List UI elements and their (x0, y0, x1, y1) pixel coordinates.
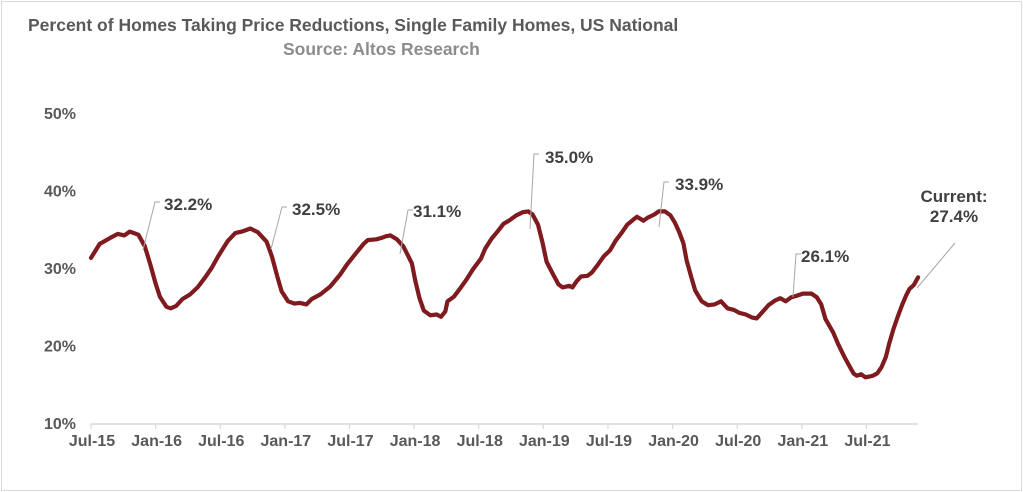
annotation-leader-line (529, 153, 539, 230)
x-tick-label: Jul-19 (586, 433, 632, 450)
x-axis: Jul-15 Jan-16 Jul-16 Jan-17 Jul-17 Jan-18 Jul-… (69, 423, 919, 450)
x-tick-label: Jul-21 (844, 433, 890, 450)
annotation-label: 32.2% (164, 195, 212, 214)
series-line (88, 209, 921, 380)
annotation-label: 32.5% (292, 200, 340, 219)
annotation-leader-line (142, 201, 160, 251)
annotation-leader-line (399, 209, 413, 255)
annotation-label: 26.1% (801, 247, 849, 266)
x-tick-label: Jul-20 (715, 433, 761, 450)
current-annotation-value: 27.4% (930, 207, 978, 226)
annotation-leader-line (270, 206, 287, 250)
x-tick-label: Jul-15 (69, 433, 115, 450)
x-tick-label: Jan-21 (777, 433, 828, 450)
y-axis: 10% 20% 30% 40% 50% (44, 106, 76, 433)
chart-title-text: Percent of Homes Taking Price Reductions… (28, 15, 679, 35)
x-tick-label: Jul-16 (198, 433, 244, 450)
y-tick-label: 40% (44, 184, 76, 201)
y-tick-label: 20% (44, 339, 76, 356)
series-layer (88, 209, 921, 380)
y-tick-label: 30% (44, 261, 76, 278)
x-tick-label: Jan-19 (519, 433, 570, 450)
x-tick-label: Jan-17 (261, 433, 312, 450)
x-tick-label: Jan-20 (648, 433, 699, 450)
x-tick-label: Jul-17 (327, 433, 373, 450)
annotation-leader-line (916, 242, 956, 289)
x-tick-label: Jan-16 (131, 433, 182, 450)
annotation-leader-line (658, 181, 669, 228)
y-tick-label: 50% (44, 106, 76, 123)
annotation-label: 31.1% (413, 202, 461, 221)
x-tick-label: Jul-18 (457, 433, 503, 450)
chart-subtitle: Source: Altos Research (283, 39, 480, 59)
annotations: 32.2% 32.5% 31.1% 35.0% 33.9% 26.1% Current:27… (142, 148, 988, 298)
x-tick-label: Jan-18 (390, 433, 441, 450)
annotation-label: 35.0% (545, 148, 593, 167)
y-tick-label: 10% (44, 416, 76, 433)
current-annotation-title: Current: (920, 187, 987, 206)
annotation-leader-line (792, 253, 801, 298)
annotation-label: 33.9% (675, 175, 723, 194)
chart-title: Percent of Homes Taking Price Reductions… (0, 15, 679, 36)
